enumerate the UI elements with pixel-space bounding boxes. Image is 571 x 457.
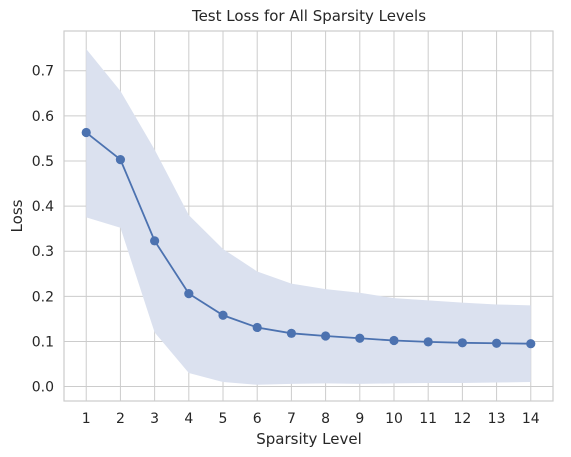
loss-data-point xyxy=(355,333,365,343)
loss-data-point xyxy=(150,236,160,246)
x-tick-label: 11 xyxy=(419,411,437,427)
loss-confidence-band xyxy=(86,49,531,385)
x-tick-label: 12 xyxy=(453,411,471,427)
loss-data-point xyxy=(184,289,194,299)
y-tick-label: 0.7 xyxy=(32,64,54,80)
x-tick-label: 6 xyxy=(253,411,262,427)
loss-data-point xyxy=(423,337,433,347)
loss-data-point xyxy=(389,335,399,346)
x-tick-label: 13 xyxy=(488,411,506,427)
loss-data-point xyxy=(218,310,228,320)
x-tick-label: 2 xyxy=(116,411,125,427)
x-tick-label: 9 xyxy=(355,411,364,427)
plot-frame xyxy=(63,30,554,402)
loss-series-line xyxy=(85,131,531,345)
x-axis-label: Sparsity Level xyxy=(256,430,362,448)
loss-data-point xyxy=(115,154,126,165)
x-tick-label: 10 xyxy=(385,411,403,427)
series-line-layer xyxy=(85,131,531,345)
loss-data-point xyxy=(320,331,331,341)
y-tick-label: 0.3 xyxy=(32,244,54,260)
y-tick-label: 0.2 xyxy=(32,289,54,305)
y-axis-label: Loss xyxy=(8,199,26,232)
x-tick-label: 4 xyxy=(184,411,193,427)
loss-data-point xyxy=(252,322,262,333)
loss-data-point xyxy=(286,328,297,338)
x-tick-label: 3 xyxy=(150,411,159,427)
y-tick-label: 0.6 xyxy=(32,109,54,125)
loss-data-point xyxy=(81,127,91,138)
loss-data-point xyxy=(526,339,536,349)
loss-data-point xyxy=(491,338,502,348)
chart-title: Test Loss for All Sparsity Levels xyxy=(191,7,426,25)
x-tick-label: 5 xyxy=(219,411,228,427)
x-tick-labels: 1 2 3 4 5 6 7 8 9 10 11 12 13 14 xyxy=(82,411,540,427)
confidence-band-layer xyxy=(86,49,531,385)
y-tick-label: 0.0 xyxy=(32,380,54,396)
x-tick-label: 14 xyxy=(522,411,540,427)
loss-data-point xyxy=(457,338,467,348)
x-tick-label: 8 xyxy=(321,411,330,427)
data-point-layer xyxy=(81,127,536,349)
x-tick-label: 1 xyxy=(82,411,91,427)
y-tick-label: 0.1 xyxy=(32,334,54,350)
y-tick-label: 0.5 xyxy=(32,154,54,170)
y-tick-label: 0.4 xyxy=(32,199,54,215)
x-tick-label: 7 xyxy=(287,411,296,427)
y-tick-labels: 0.0 0.1 0.2 0.3 0.4 0.5 0.6 0.7 xyxy=(32,64,54,396)
